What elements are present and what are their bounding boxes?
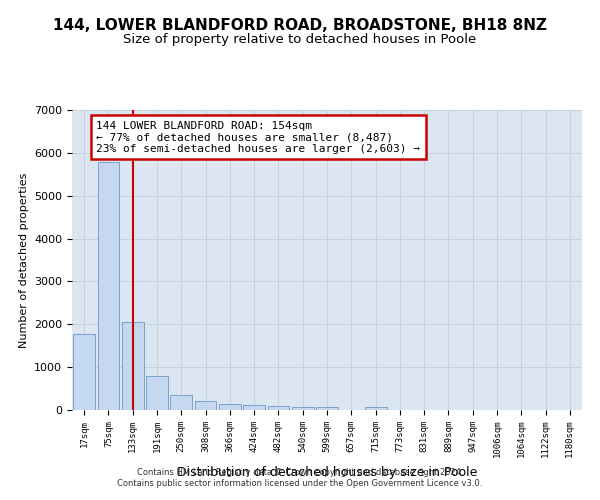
X-axis label: Distribution of detached houses by size in Poole: Distribution of detached houses by size … <box>177 466 477 478</box>
Bar <box>73 334 95 410</box>
Text: Contains HM Land Registry data © Crown copyright and database right 2024.
Contai: Contains HM Land Registry data © Crown c… <box>118 468 482 487</box>
Bar <box>219 404 241 410</box>
Bar <box>122 322 143 410</box>
Bar <box>170 395 192 410</box>
Text: Size of property relative to detached houses in Poole: Size of property relative to detached ho… <box>124 32 476 46</box>
Bar <box>268 406 289 410</box>
Bar <box>365 407 386 410</box>
Y-axis label: Number of detached properties: Number of detached properties <box>19 172 29 348</box>
Bar <box>97 162 119 410</box>
Text: 144, LOWER BLANDFORD ROAD, BROADSTONE, BH18 8NZ: 144, LOWER BLANDFORD ROAD, BROADSTONE, B… <box>53 18 547 32</box>
Bar <box>146 376 168 410</box>
Bar <box>316 407 338 410</box>
Bar <box>292 406 314 410</box>
Bar <box>243 405 265 410</box>
Text: 144 LOWER BLANDFORD ROAD: 154sqm
← 77% of detached houses are smaller (8,487)
23: 144 LOWER BLANDFORD ROAD: 154sqm ← 77% o… <box>96 120 420 154</box>
Bar <box>194 401 217 410</box>
